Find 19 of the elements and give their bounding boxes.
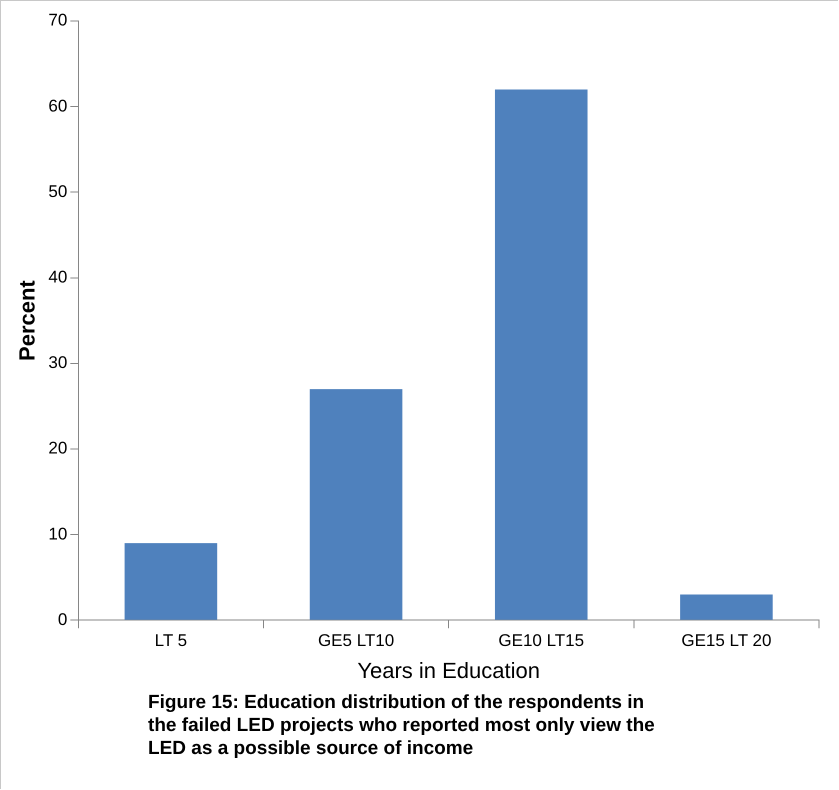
bar: [124, 543, 218, 620]
y-tick-label: 40: [48, 267, 68, 286]
x-tick-label: GE15 LT 20: [681, 631, 772, 650]
x-tick-label: GE10 LT15: [498, 631, 584, 650]
y-tick-label: 30: [48, 353, 68, 372]
bar: [680, 594, 773, 620]
y-tick-label: 60: [48, 96, 68, 116]
y-axis-title: Percent: [14, 280, 40, 361]
bar: [494, 89, 588, 620]
y-tick-label: 10: [48, 524, 68, 544]
y-tick-label: 50: [48, 182, 68, 201]
y-tick-label: 20: [48, 438, 68, 458]
x-tick-label: GE5 LT10: [318, 631, 394, 650]
x-tick-label: LT 5: [154, 631, 188, 650]
bar: [310, 389, 402, 620]
y-tick-label: 0: [58, 610, 68, 629]
y-tick-label: 70: [48, 10, 68, 30]
caption: Figure 15: Education distribution of the respondents in the failed LED projects who reported most only view the LED as a possible source of income: [148, 691, 656, 760]
x-axis-title: Years in Education: [357, 658, 540, 683]
